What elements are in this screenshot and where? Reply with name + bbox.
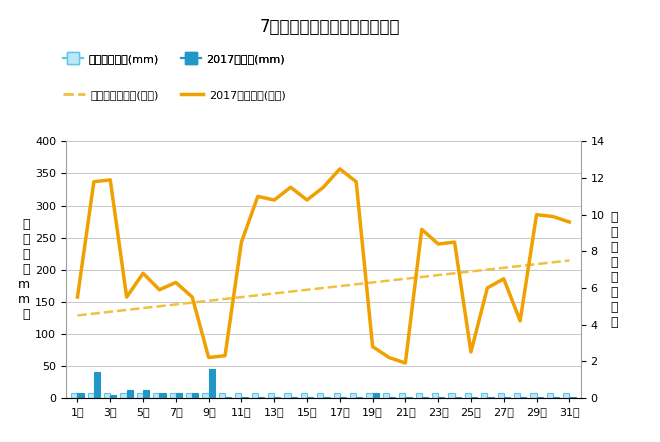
Bar [143,390,149,398]
Y-axis label: 日
照
時
間
（
時
間
）: 日 照 時 間 （ 時 間 ） [610,211,618,328]
Bar [546,392,553,398]
Bar [399,392,405,398]
Bar [405,396,412,398]
Bar [170,392,176,398]
Bar [186,392,192,398]
Bar [553,396,559,398]
Bar [235,392,242,398]
Bar [160,392,166,398]
Bar [438,396,444,398]
Bar [307,396,314,398]
Bar [268,392,274,398]
Bar [504,396,510,398]
Bar [530,392,537,398]
Bar [498,392,504,398]
Bar [373,392,379,398]
Bar [225,396,231,398]
Bar [333,392,340,398]
Bar [77,392,84,398]
Bar [209,369,215,398]
Legend: 日照時間平年値(時間), 2017日照時間(時間): 日照時間平年値(時間), 2017日照時間(時間) [58,85,290,104]
Bar [383,392,389,398]
Bar [356,396,362,398]
Bar [487,396,494,398]
Bar [448,392,455,398]
Y-axis label: 降
水
量
（
m
m
）: 降 水 量 （ m m ） [17,218,30,321]
Bar [290,396,297,398]
Bar [301,392,307,398]
Bar [127,390,133,398]
Bar [340,396,346,398]
Bar [88,392,94,398]
Bar [110,395,117,398]
Bar [389,396,395,398]
Bar [455,396,461,398]
Bar [153,392,160,398]
Bar [465,392,471,398]
Bar [416,392,422,398]
Bar [481,392,487,398]
Bar [570,396,576,398]
Bar [251,392,258,398]
Bar [317,392,323,398]
Bar [323,396,329,398]
Bar [422,396,428,398]
Bar [537,396,543,398]
Bar [137,392,143,398]
Bar [176,392,182,398]
Bar [120,392,127,398]
Bar [432,392,438,398]
Bar [94,372,100,398]
Bar [366,392,373,398]
Bar [350,392,356,398]
Bar [274,396,280,398]
Bar [242,396,248,398]
Bar [258,396,264,398]
Bar [219,392,225,398]
Bar [563,392,570,398]
Bar [104,392,110,398]
Bar [203,392,209,398]
Bar [471,396,477,398]
Legend: 降水量平年値(mm), 2017降水量(mm): 降水量平年値(mm), 2017降水量(mm) [58,50,290,69]
Bar [520,396,527,398]
Bar [514,392,520,398]
Bar [71,392,77,398]
Text: 7月降水量・日照時間（日別）: 7月降水量・日照時間（日別） [260,18,400,36]
Bar [192,392,199,398]
Bar [284,392,290,398]
